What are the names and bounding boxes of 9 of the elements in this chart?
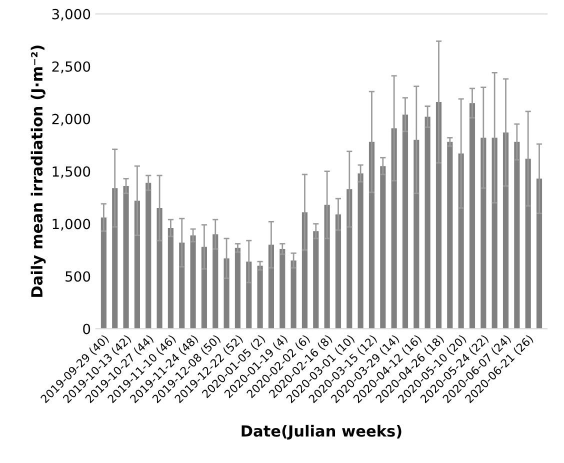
y-tick-label: 0	[83, 324, 90, 334]
y-tick-label: 1,500	[52, 166, 90, 178]
y-tick-label: 500	[66, 271, 90, 282]
y-tick-label: 1,000	[52, 218, 90, 231]
y-axis-title: Daily mean irradiation (J·m⁻²)	[30, 46, 46, 297]
y-tick-label: 2,000	[52, 114, 90, 126]
y-tick-label: 3,000	[52, 8, 90, 21]
y-tick-label: 2,500	[52, 61, 90, 74]
x-axis-title: Date(Julian weeks)	[242, 424, 402, 440]
